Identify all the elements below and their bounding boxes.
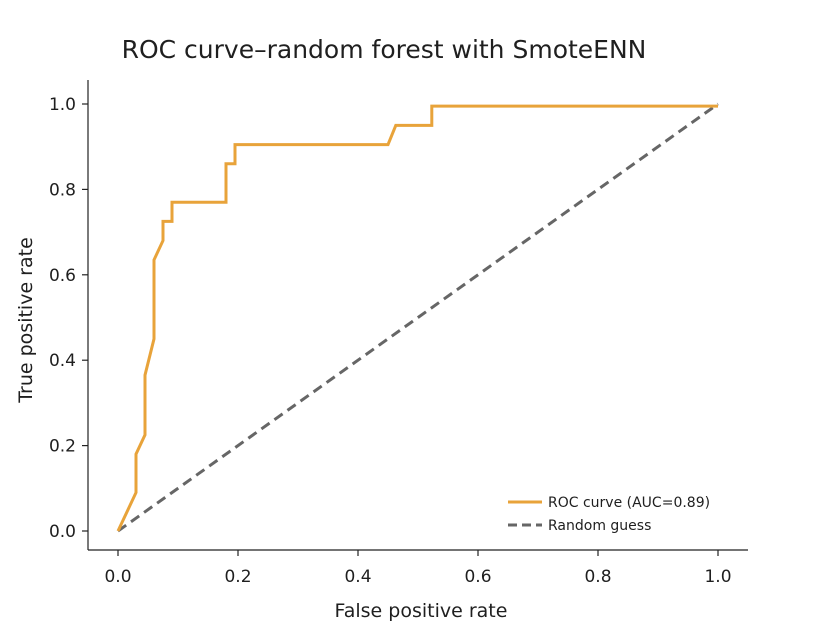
x-tick-label: 0.2: [224, 567, 251, 587]
legend-label-random: Random guess: [548, 518, 651, 534]
random-guess-line: [117, 102, 719, 533]
x-tick-label: 0.0: [104, 567, 131, 587]
y-tick-label: 0.2: [49, 437, 76, 457]
x-tick-label: 0.6: [464, 567, 491, 587]
roc-curve-line: [116, 104, 718, 532]
x-tick-label: 1.0: [704, 567, 731, 587]
x-tick-label: 0.8: [584, 567, 611, 587]
chart-title: ROC curve–random forest with SmoteENN: [122, 35, 647, 64]
x-axis-label: False positive rate: [335, 600, 508, 622]
series-layer: [116, 102, 719, 533]
y-tick-label: 0.0: [49, 522, 76, 542]
y-axis-label: True positive rate: [15, 237, 37, 404]
x-axis-ticks: 0.0 0.2 0.4 0.6 0.8 1.0: [104, 550, 732, 587]
y-tick-label: 1.0: [49, 95, 76, 115]
y-tick-label: 0.4: [49, 351, 76, 371]
legend-label-roc: ROC curve (AUC=0.89): [548, 495, 710, 511]
legend: ROC curve (AUC=0.89) Random guess: [508, 495, 710, 534]
y-tick-label: 0.8: [49, 180, 76, 200]
y-tick-label: 0.6: [49, 266, 76, 286]
plot-area: 0.0 0.2 0.4 0.6 0.8 1.0 0.0 0.2 0.4 0.6 0.8 1.0: [49, 80, 748, 587]
y-axis-ticks: 0.0 0.2 0.4 0.6 0.8 1.0: [49, 95, 88, 542]
x-tick-label: 0.4: [344, 567, 371, 587]
